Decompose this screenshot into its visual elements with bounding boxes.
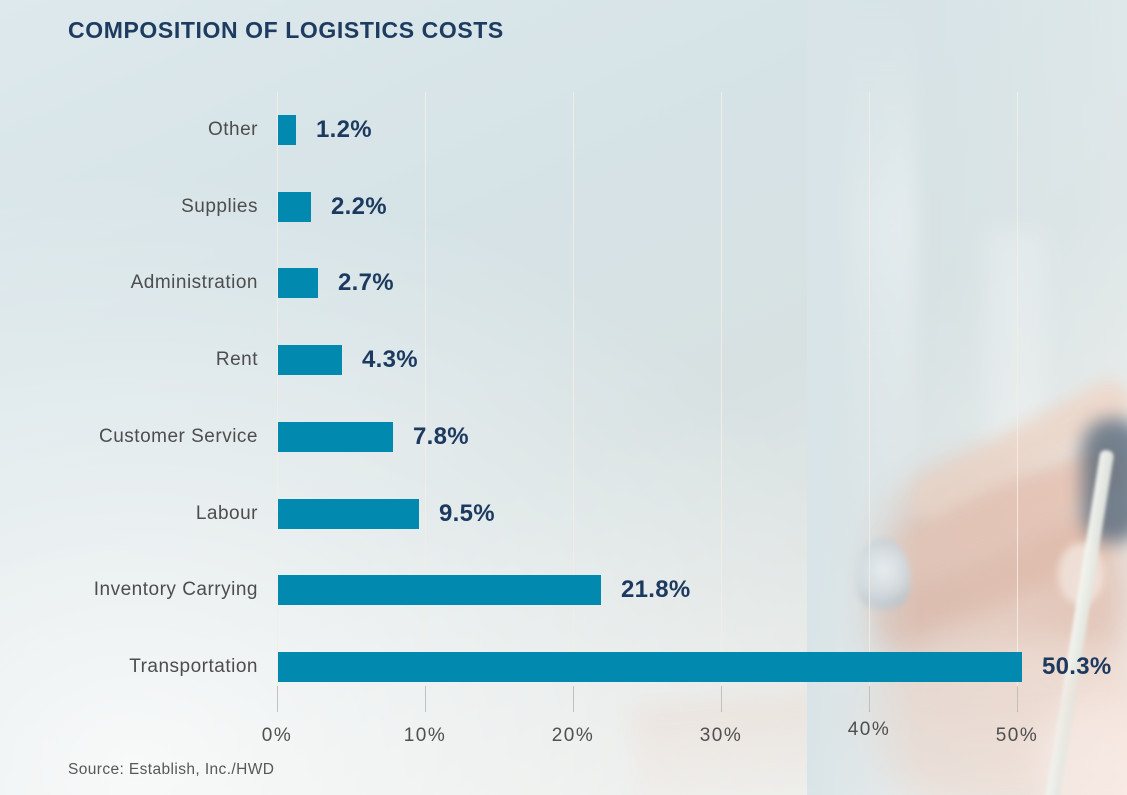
bar-labour	[278, 499, 419, 529]
value-label: 9.5%	[439, 500, 495, 527]
gridline-10pct	[425, 92, 426, 710]
category-label: Rent	[215, 349, 258, 370]
category-label: Supplies	[181, 196, 258, 217]
value-label: 50.3%	[1042, 653, 1112, 680]
x-tick-label-50pct: 50%	[995, 725, 1039, 746]
value-label: 2.2%	[331, 193, 387, 220]
x-tick-label-10pct: 10%	[403, 725, 447, 746]
value-label: 21.8%	[621, 576, 691, 603]
gridline-20pct	[573, 92, 574, 710]
axis-tick-mark-30pct	[721, 686, 722, 712]
category-label: Inventory Carrying	[93, 579, 258, 600]
axis-tick-mark-50pct	[1017, 686, 1018, 712]
value-label: 7.8%	[413, 423, 469, 450]
bar-inventory-carrying	[278, 575, 601, 605]
bar-customer-service	[278, 422, 393, 452]
bar-rent	[278, 345, 342, 375]
value-label: 2.7%	[338, 269, 394, 296]
x-tick-label-0pct: 0%	[261, 725, 293, 746]
category-label: Labour	[195, 503, 258, 524]
value-label: 4.3%	[362, 346, 418, 373]
axis-tick-mark-40pct	[869, 686, 870, 712]
category-label: Customer Service	[99, 426, 258, 447]
category-label: Other	[207, 119, 258, 140]
bar-administration	[278, 268, 318, 298]
gridline-40pct	[869, 92, 870, 710]
gridline-30pct	[721, 92, 722, 710]
chart-title: COMPOSITION OF LOGISTICS COSTS	[68, 17, 504, 43]
axis-tick-mark-20pct	[573, 686, 574, 712]
gridline-0pct	[277, 92, 278, 710]
bar-other	[278, 115, 296, 145]
source-caption: Source: Establish, Inc./HWD	[68, 761, 275, 778]
bar-supplies	[278, 192, 311, 222]
axis-tick-mark-0pct	[277, 686, 278, 712]
category-label: Transportation	[129, 656, 258, 677]
x-tick-label-40pct: 40%	[847, 719, 891, 740]
category-label: Administration	[130, 272, 258, 293]
x-tick-label-30pct: 30%	[699, 725, 743, 746]
axis-tick-mark-10pct	[425, 686, 426, 712]
value-label: 1.2%	[316, 116, 372, 143]
bar-transportation	[278, 652, 1022, 682]
x-tick-label-20pct: 20%	[551, 725, 595, 746]
gridline-50pct	[1017, 92, 1018, 710]
